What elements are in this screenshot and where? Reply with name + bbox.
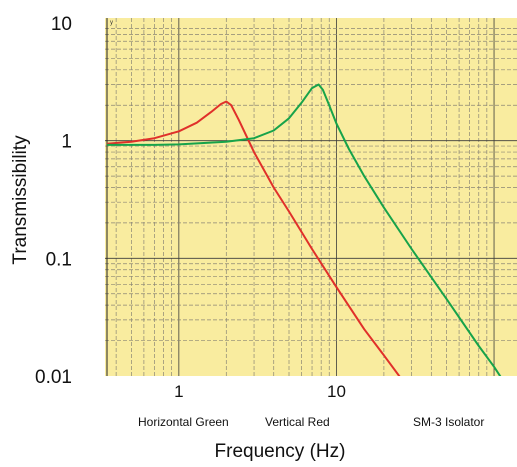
labels: 10 1 0.1 0.01 1 10 (35, 14, 346, 401)
x-tick-label: 1 (174, 382, 183, 401)
red-series-line (106, 100, 401, 376)
y-axis-corner-mark: y (110, 20, 113, 26)
y-tick-label: 0.01 (35, 367, 72, 388)
note-horizontal-green: Horizontal Green (138, 415, 229, 429)
note-vertical-red: Vertical Red (265, 415, 330, 429)
y-tick-label: 10 (51, 14, 72, 35)
note-sm3-isolator: SM-3 Isolator (413, 415, 484, 429)
y-axis-title: Transmissibility (10, 135, 31, 265)
grid (105, 18, 517, 376)
series-layer (106, 83, 502, 376)
y-tick-label: 1 (61, 132, 72, 153)
green-series-line (107, 83, 502, 376)
x-tick-label: 10 (327, 382, 346, 401)
y-tick-label: 0.1 (46, 249, 72, 270)
plot-background (105, 18, 517, 376)
x-axis-title: Frequency (Hz) (215, 441, 346, 462)
